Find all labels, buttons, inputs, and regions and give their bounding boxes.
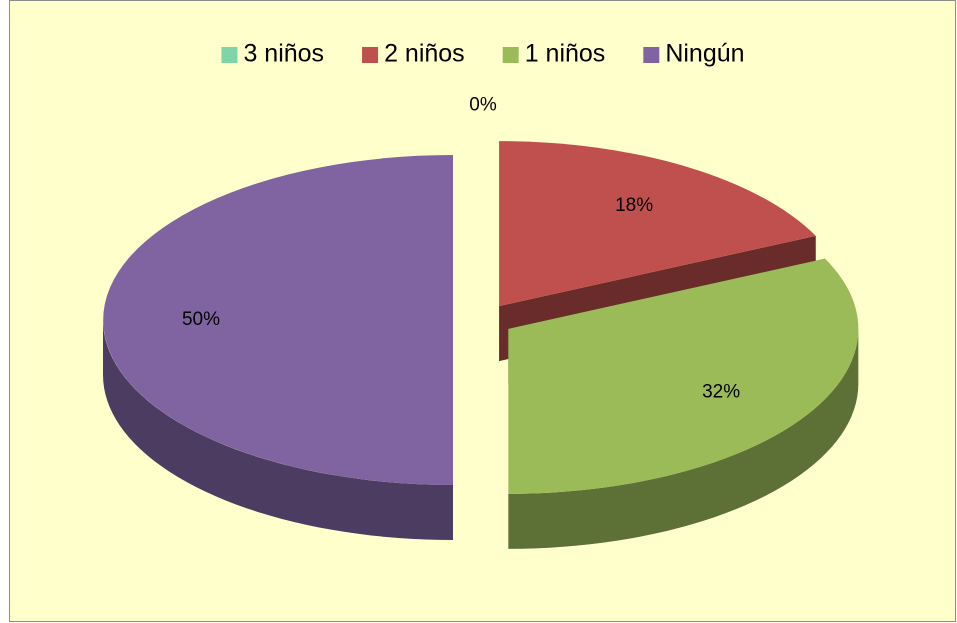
legend-item: 3 niños [221, 40, 324, 68]
pie-slice [499, 141, 816, 307]
pie-slice [508, 258, 859, 494]
legend-swatch [643, 47, 660, 63]
legend-label: 3 niños [243, 40, 324, 68]
data-label: 32% [702, 382, 740, 403]
pie-labels: 0% 18% 32% 50% [182, 95, 740, 403]
legend-swatch [221, 47, 238, 63]
legend-swatch [502, 47, 519, 63]
pie-slice [103, 155, 454, 485]
legend-swatch [362, 47, 379, 63]
pie-outer-wall [103, 320, 453, 540]
legend-label: 2 niños [384, 40, 465, 68]
pie-outer-wall [508, 328, 859, 549]
data-label: 50% [182, 309, 220, 330]
legend-item: 2 niños [362, 40, 465, 68]
legend-label: Ningún [665, 40, 744, 68]
data-label: 0% [469, 95, 497, 116]
legend-item: Ningún [643, 40, 745, 68]
data-label: 18% [615, 195, 653, 216]
legend-label: 1 niños [525, 40, 606, 68]
pie-tops [103, 141, 859, 494]
legend-item: 1 niños [502, 40, 606, 68]
